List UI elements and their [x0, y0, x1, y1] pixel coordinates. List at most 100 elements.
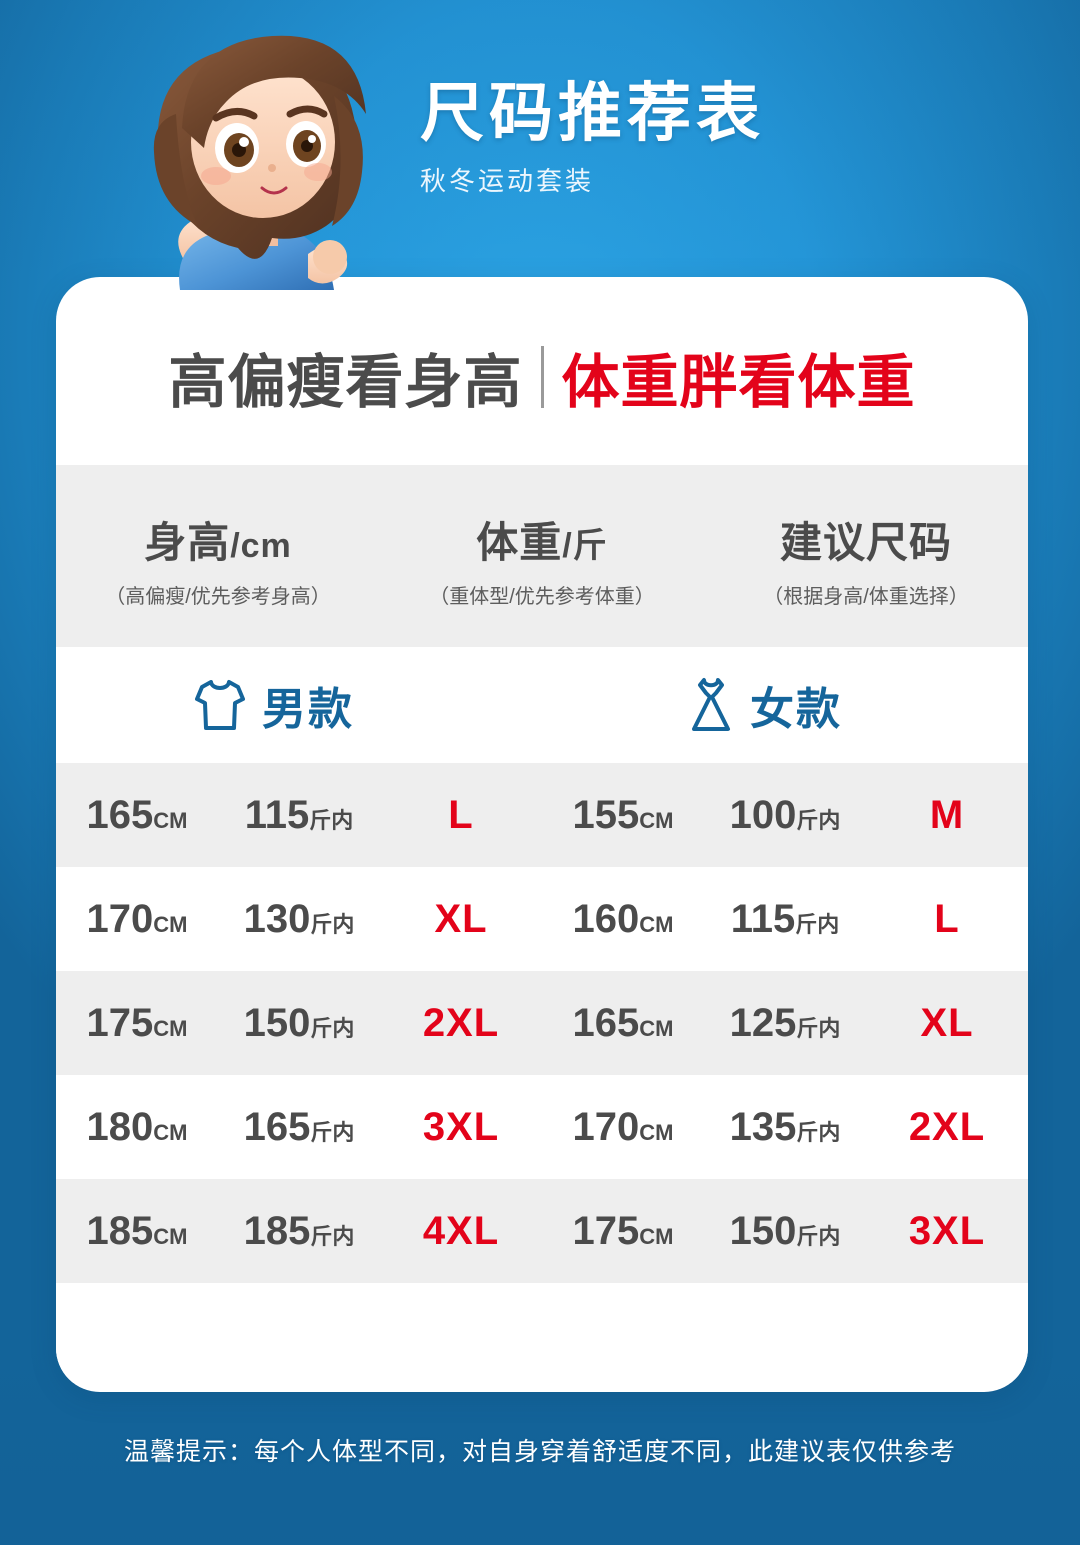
cell-men-weight: 165斤内	[218, 1105, 380, 1150]
women-weight-value: 150	[729, 1208, 797, 1253]
cell-women-height: 160CM	[542, 897, 704, 942]
column-header-band: 身高/cm （高偏瘦/优先参考身高） 体重/斤 （重体型/优先参考体重） 建议尺…	[56, 465, 1028, 647]
men-height-value: 185	[86, 1208, 154, 1253]
women-size-value: 2XL	[908, 1104, 986, 1149]
cell-women-size: 3XL	[866, 1209, 1028, 1254]
column-header-height: 身高/cm （高偏瘦/优先参考身高）	[56, 509, 380, 609]
table-row: 180CM 165斤内 3XL 170CM 135斤内 2XL	[56, 1075, 1028, 1179]
men-size-value: 4XL	[422, 1208, 500, 1253]
men-height-value: 180	[86, 1104, 154, 1149]
men-size-value: L	[448, 792, 474, 837]
cell-men-height: 170CM	[56, 897, 218, 942]
women-height-unit: CM	[639, 1119, 674, 1145]
men-weight-value: 115	[244, 792, 310, 837]
men-height-unit: CM	[153, 1119, 188, 1145]
cell-men-weight: 150斤内	[218, 1001, 380, 1046]
table-row: 175CM 150斤内 2XL 165CM 125斤内 XL	[56, 971, 1028, 1075]
women-height-value: 165	[572, 1000, 640, 1045]
men-height-value: 170	[86, 896, 154, 941]
men-height-value: 165	[86, 792, 154, 837]
men-size-value: 3XL	[422, 1104, 500, 1149]
men-weight-value: 130	[243, 896, 311, 941]
headline-left-text: 高偏瘦看身高	[168, 350, 523, 415]
cell-women-height: 175CM	[542, 1209, 704, 1254]
section-header-women: 女款	[542, 673, 1028, 737]
column-header-weight-note: （重体型/优先参考体重）	[429, 586, 655, 608]
title-block: 尺码推荐表 秋冬运动套装	[420, 79, 980, 198]
cell-men-weight: 130斤内	[218, 897, 380, 942]
women-weight-value: 100	[729, 792, 797, 837]
men-weight-unit: 斤内	[310, 1119, 355, 1145]
cell-men-height: 185CM	[56, 1209, 218, 1254]
men-weight-value: 150	[243, 1000, 311, 1045]
dress-icon	[688, 676, 734, 734]
cell-men-height: 175CM	[56, 1001, 218, 1046]
men-height-unit: CM	[153, 1223, 188, 1249]
footer-note: 温馨提示：每个人体型不同，对自身穿着舒适度不同，此建议表仅供参考	[123, 1438, 956, 1466]
men-height-unit: CM	[153, 911, 188, 937]
cell-women-height: 165CM	[542, 1001, 704, 1046]
cell-women-weight: 100斤内	[704, 793, 866, 838]
cell-women-weight: 125斤内	[704, 1001, 866, 1046]
cell-men-size: 3XL	[380, 1105, 542, 1150]
cell-women-weight: 135斤内	[704, 1105, 866, 1150]
footer: 温馨提示：每个人体型不同，对自身穿着舒适度不同，此建议表仅供参考	[0, 1432, 1080, 1468]
column-header-size: 建议尺码 （根据身高/体重选择）	[704, 509, 1028, 609]
women-weight-unit: 斤内	[796, 807, 841, 833]
men-weight-unit: 斤内	[310, 1223, 355, 1249]
men-weight-unit: 斤内	[310, 911, 355, 937]
cell-men-weight: 185斤内	[218, 1209, 380, 1254]
header: 尺码推荐表 秋冬运动套装	[0, 0, 1080, 290]
cell-men-size: L	[380, 793, 542, 838]
men-weight-unit: 斤内	[309, 807, 354, 833]
women-size-value: M	[929, 792, 965, 837]
cell-men-size: 2XL	[380, 1001, 542, 1046]
cell-women-height: 170CM	[542, 1105, 704, 1150]
headline-divider	[540, 346, 544, 408]
women-weight-value: 115	[730, 896, 796, 941]
column-header-size-label: 建议尺码	[779, 519, 952, 566]
column-header-height-note: （高偏瘦/优先参考身高）	[105, 586, 331, 608]
men-height-value: 175	[86, 1000, 154, 1045]
cell-men-weight: 115斤内	[218, 793, 380, 838]
cell-women-weight: 115斤内	[704, 897, 866, 942]
size-table: 165CM 115斤内 L 155CM 100斤内 M 170CM 130斤内 …	[56, 763, 1028, 1283]
table-row: 170CM 130斤内 XL 160CM 115斤内 L	[56, 867, 1028, 971]
cell-men-height: 165CM	[56, 793, 218, 838]
column-header-height-unit: /cm	[230, 527, 292, 565]
cell-men-size: XL	[380, 897, 542, 942]
cell-women-weight: 150斤内	[704, 1209, 866, 1254]
table-row: 165CM 115斤内 L 155CM 100斤内 M	[56, 763, 1028, 867]
cell-women-size: M	[866, 793, 1028, 838]
women-weight-value: 135	[729, 1104, 797, 1149]
women-weight-value: 125	[729, 1000, 797, 1045]
column-header-weight: 体重/斤 （重体型/优先参考体重）	[380, 509, 704, 609]
column-header-height-label: 身高	[144, 519, 231, 566]
tshirt-icon	[194, 677, 246, 733]
size-chart-card: 高偏瘦看身高 体重胖看体重 身高/cm （高偏瘦/优先参考身高） 体重/斤 （重…	[56, 277, 1028, 1392]
column-header-weight-unit: /斤	[562, 527, 608, 565]
women-height-value: 155	[572, 792, 640, 837]
card-bottom-spacer	[56, 1283, 1028, 1383]
column-header-size-note: （根据身高/体重选择）	[763, 586, 969, 608]
women-height-value: 160	[572, 896, 640, 941]
women-height-value: 175	[572, 1208, 640, 1253]
cell-women-height: 155CM	[542, 793, 704, 838]
women-height-unit: CM	[639, 1015, 674, 1041]
cell-men-size: 4XL	[380, 1209, 542, 1254]
men-height-unit: CM	[153, 1015, 188, 1041]
women-size-value: XL	[920, 1000, 974, 1045]
cell-men-height: 180CM	[56, 1105, 218, 1150]
cell-women-size: 2XL	[866, 1105, 1028, 1150]
headline-right-text: 体重胖看体重	[561, 350, 916, 415]
women-height-unit: CM	[639, 807, 674, 833]
women-weight-unit: 斤内	[796, 1119, 841, 1145]
men-size-value: 2XL	[422, 1000, 500, 1045]
women-size-value: L	[934, 896, 960, 941]
men-size-value: XL	[434, 896, 488, 941]
women-size-value: 3XL	[908, 1208, 986, 1253]
men-height-unit: CM	[153, 807, 188, 833]
women-height-unit: CM	[639, 1223, 674, 1249]
men-weight-value: 185	[243, 1208, 311, 1253]
page-subtitle: 秋冬运动套装	[420, 166, 595, 197]
